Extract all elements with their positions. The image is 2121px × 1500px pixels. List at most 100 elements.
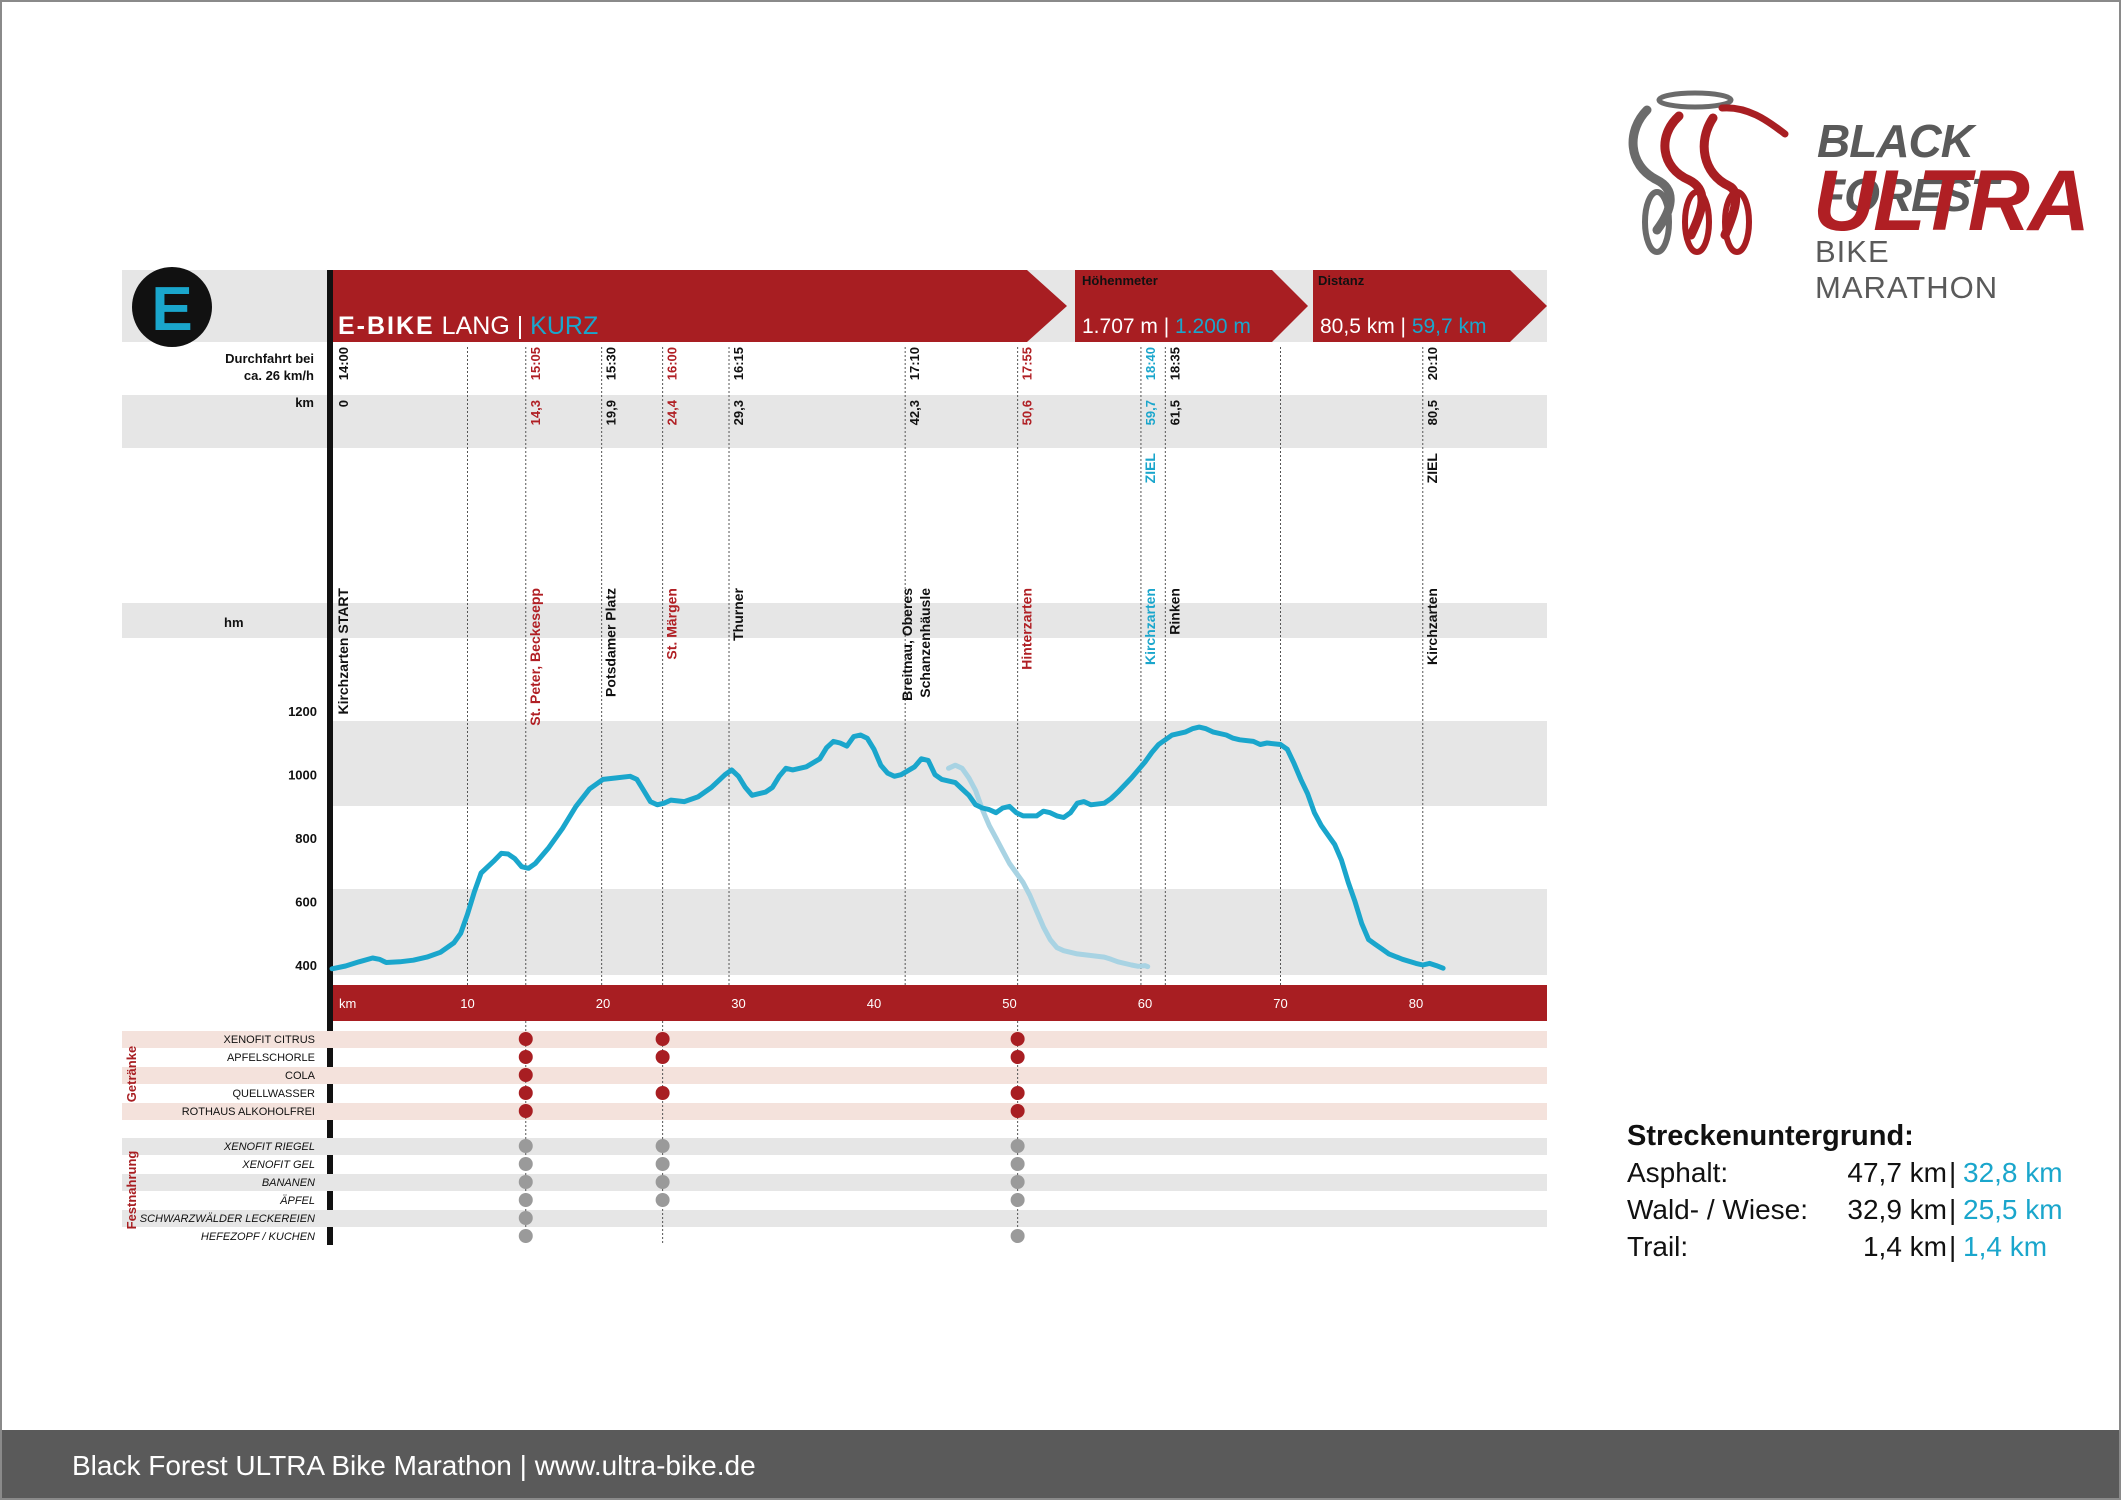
y-axis: 400 600 800 1000 1200 <box>288 704 317 973</box>
x-tick-label: 20 <box>596 996 610 1011</box>
surface-row-wald-wiese: Wald- / Wiese: 32,9 km | 25,5 km <box>1627 1194 2067 1231</box>
drink-dot <box>655 1086 670 1100</box>
drink-label: ROTHAUS ALKOHOLFREI <box>182 1106 315 1118</box>
food-label: BANANEN <box>262 1177 315 1189</box>
waypoint-km: 50,6 <box>1020 400 1035 425</box>
supply-row-band <box>122 1031 1547 1048</box>
food-dot <box>518 1193 533 1207</box>
surface-label: Trail: <box>1627 1231 1689 1262</box>
elevation-line-kurz <box>946 762 1151 970</box>
profile-header: E E-BIKE LANG | KURZ Höhenmeter 1.707 m | 1… <box>132 267 1547 347</box>
drink-dot <box>655 1032 670 1046</box>
drink-dot <box>518 1068 533 1082</box>
drink-dot <box>1010 1104 1025 1118</box>
surface-separator: | <box>1949 1231 1957 1262</box>
logo-line-ultra: ULTRA <box>1813 153 2090 249</box>
waypoint-km: 61,5 <box>1167 400 1182 425</box>
waypoint-guides <box>327 270 1424 1245</box>
hoehenmeter-label: Höhenmeter <box>1082 273 1158 288</box>
food-label: HEFEZOPF / KUCHEN <box>201 1231 315 1243</box>
e-badge-circle <box>132 267 212 347</box>
food-dot <box>655 1175 670 1189</box>
x-tick-label: 50 <box>1002 996 1016 1011</box>
elevation-band-400-600 <box>332 889 1547 975</box>
distanz-label: Distanz <box>1318 273 1365 288</box>
waypoint-name: Kirchzarten START <box>335 588 351 715</box>
surface-value-lang: 32,9 km <box>1847 1194 1947 1225</box>
x-tick-label: 70 <box>1273 996 1287 1011</box>
y-tick-label: 1000 <box>288 768 317 783</box>
x-tick-label: 80 <box>1409 996 1423 1011</box>
drink-label: COLA <box>285 1070 316 1082</box>
waypoint-time: 14:00 <box>336 347 351 380</box>
black-forest-ultra-logo: BLACK FOREST ULTRA BIKE MARATHON <box>1617 70 2090 305</box>
surface-label: Wald- / Wiese: <box>1627 1194 1808 1225</box>
supply-row-band <box>122 1210 1547 1227</box>
drink-dot <box>518 1032 533 1046</box>
surface-row-asphalt: Asphalt: 47,7 km | 32,8 km <box>1627 1157 2067 1194</box>
x-tick-label: 30 <box>731 996 745 1011</box>
y-tick-label: 400 <box>295 958 317 973</box>
km-row-band <box>122 395 1547 448</box>
elevation-series <box>329 724 1446 972</box>
food-label: SCHWARZWÄLDER LECKEREIEN <box>140 1213 315 1225</box>
waypoint-name: Breitnau, Oberes <box>899 588 915 701</box>
food-group-label: Festnahrung <box>124 1151 139 1230</box>
drink-dot <box>518 1104 533 1118</box>
hoehenmeter-values: 1.707 m | 1.200 m <box>1082 315 1251 338</box>
drink-label: APFELSCHORLE <box>227 1052 315 1064</box>
waypoint-km: 80,5 <box>1425 400 1440 425</box>
surface-label: Asphalt: <box>1627 1157 1729 1188</box>
food-dot <box>1010 1193 1025 1207</box>
surface-row-trail: Trail: 1,4 km | 1,4 km <box>1627 1231 2067 1268</box>
elevation-band-800-1000 <box>332 721 1547 806</box>
drink-label: QUELLWASSER <box>232 1088 315 1100</box>
waypoint-time: 18:40 <box>1143 347 1158 380</box>
x-tick-label: 10 <box>460 996 474 1011</box>
waypoint-km: 0 <box>336 400 351 407</box>
food-dot <box>655 1193 670 1207</box>
surface-heading: Streckenuntergrund: <box>1627 1120 1914 1152</box>
food-dot <box>518 1139 533 1153</box>
food-dot <box>518 1175 533 1189</box>
logo-line-bike-marathon: BIKE MARATHON <box>1815 234 1999 305</box>
e-badge-letter: E <box>151 275 192 344</box>
start-axis-bar <box>327 270 333 1245</box>
drink-dot <box>518 1050 533 1064</box>
surface-separator: | <box>1949 1194 1957 1225</box>
waypoint-km: 29,3 <box>731 400 746 425</box>
surface-value-lang: 1,4 km <box>1862 1231 1947 1262</box>
waypoint-name: Hinterzarten <box>1019 588 1035 670</box>
elevation-profile-chart: E E-BIKE LANG | KURZ Höhenmeter 1.707 m | 1… <box>122 267 1547 1245</box>
drink-dot <box>518 1086 533 1100</box>
x-axis-bar: km 10 20 30 40 50 60 70 80 <box>333 985 1547 1021</box>
surface-value-lang: 47,7 km <box>1847 1157 1947 1188</box>
logo-line-black-forest: BLACK FOREST <box>1817 115 1999 221</box>
surface-value-kurz: 32,8 km <box>1963 1157 2063 1188</box>
surface-value-kurz: 25,5 km <box>1963 1194 2063 1225</box>
waypoint-name: Kirchzarten <box>1424 588 1440 665</box>
waypoint-name: St. Märgen <box>664 588 680 660</box>
drink-dot <box>655 1050 670 1064</box>
x-tick-label: 40 <box>867 996 881 1011</box>
hm-label: hm <box>224 615 244 630</box>
food-dot <box>655 1139 670 1153</box>
food-dot <box>1010 1139 1025 1153</box>
waypoint-ziel-label: ZIEL <box>1424 453 1440 484</box>
food-dot <box>518 1211 533 1225</box>
waypoint-name: Potsdamer Platz <box>603 588 619 697</box>
waypoint-km: 19,9 <box>604 400 619 425</box>
elevation-line-lang <box>329 724 1446 972</box>
y-tick-label: 600 <box>295 895 317 910</box>
waypoint-km: 14,3 <box>528 400 543 425</box>
food-dot <box>518 1157 533 1171</box>
drink-dot <box>1010 1050 1025 1064</box>
footer-bar: Black Forest ULTRA Bike Marathon | www.u… <box>2 1430 2119 1498</box>
waypoint-time: 18:35 <box>1167 347 1182 380</box>
waypoint-name: Thurner <box>730 587 746 640</box>
drink-label: XENOFIT CITRUS <box>224 1034 315 1046</box>
waypoint-km: 24,4 <box>665 399 680 425</box>
waypoint-ziel-label: ZIEL <box>1142 453 1158 484</box>
waypoint-time: 20:10 <box>1425 347 1440 380</box>
